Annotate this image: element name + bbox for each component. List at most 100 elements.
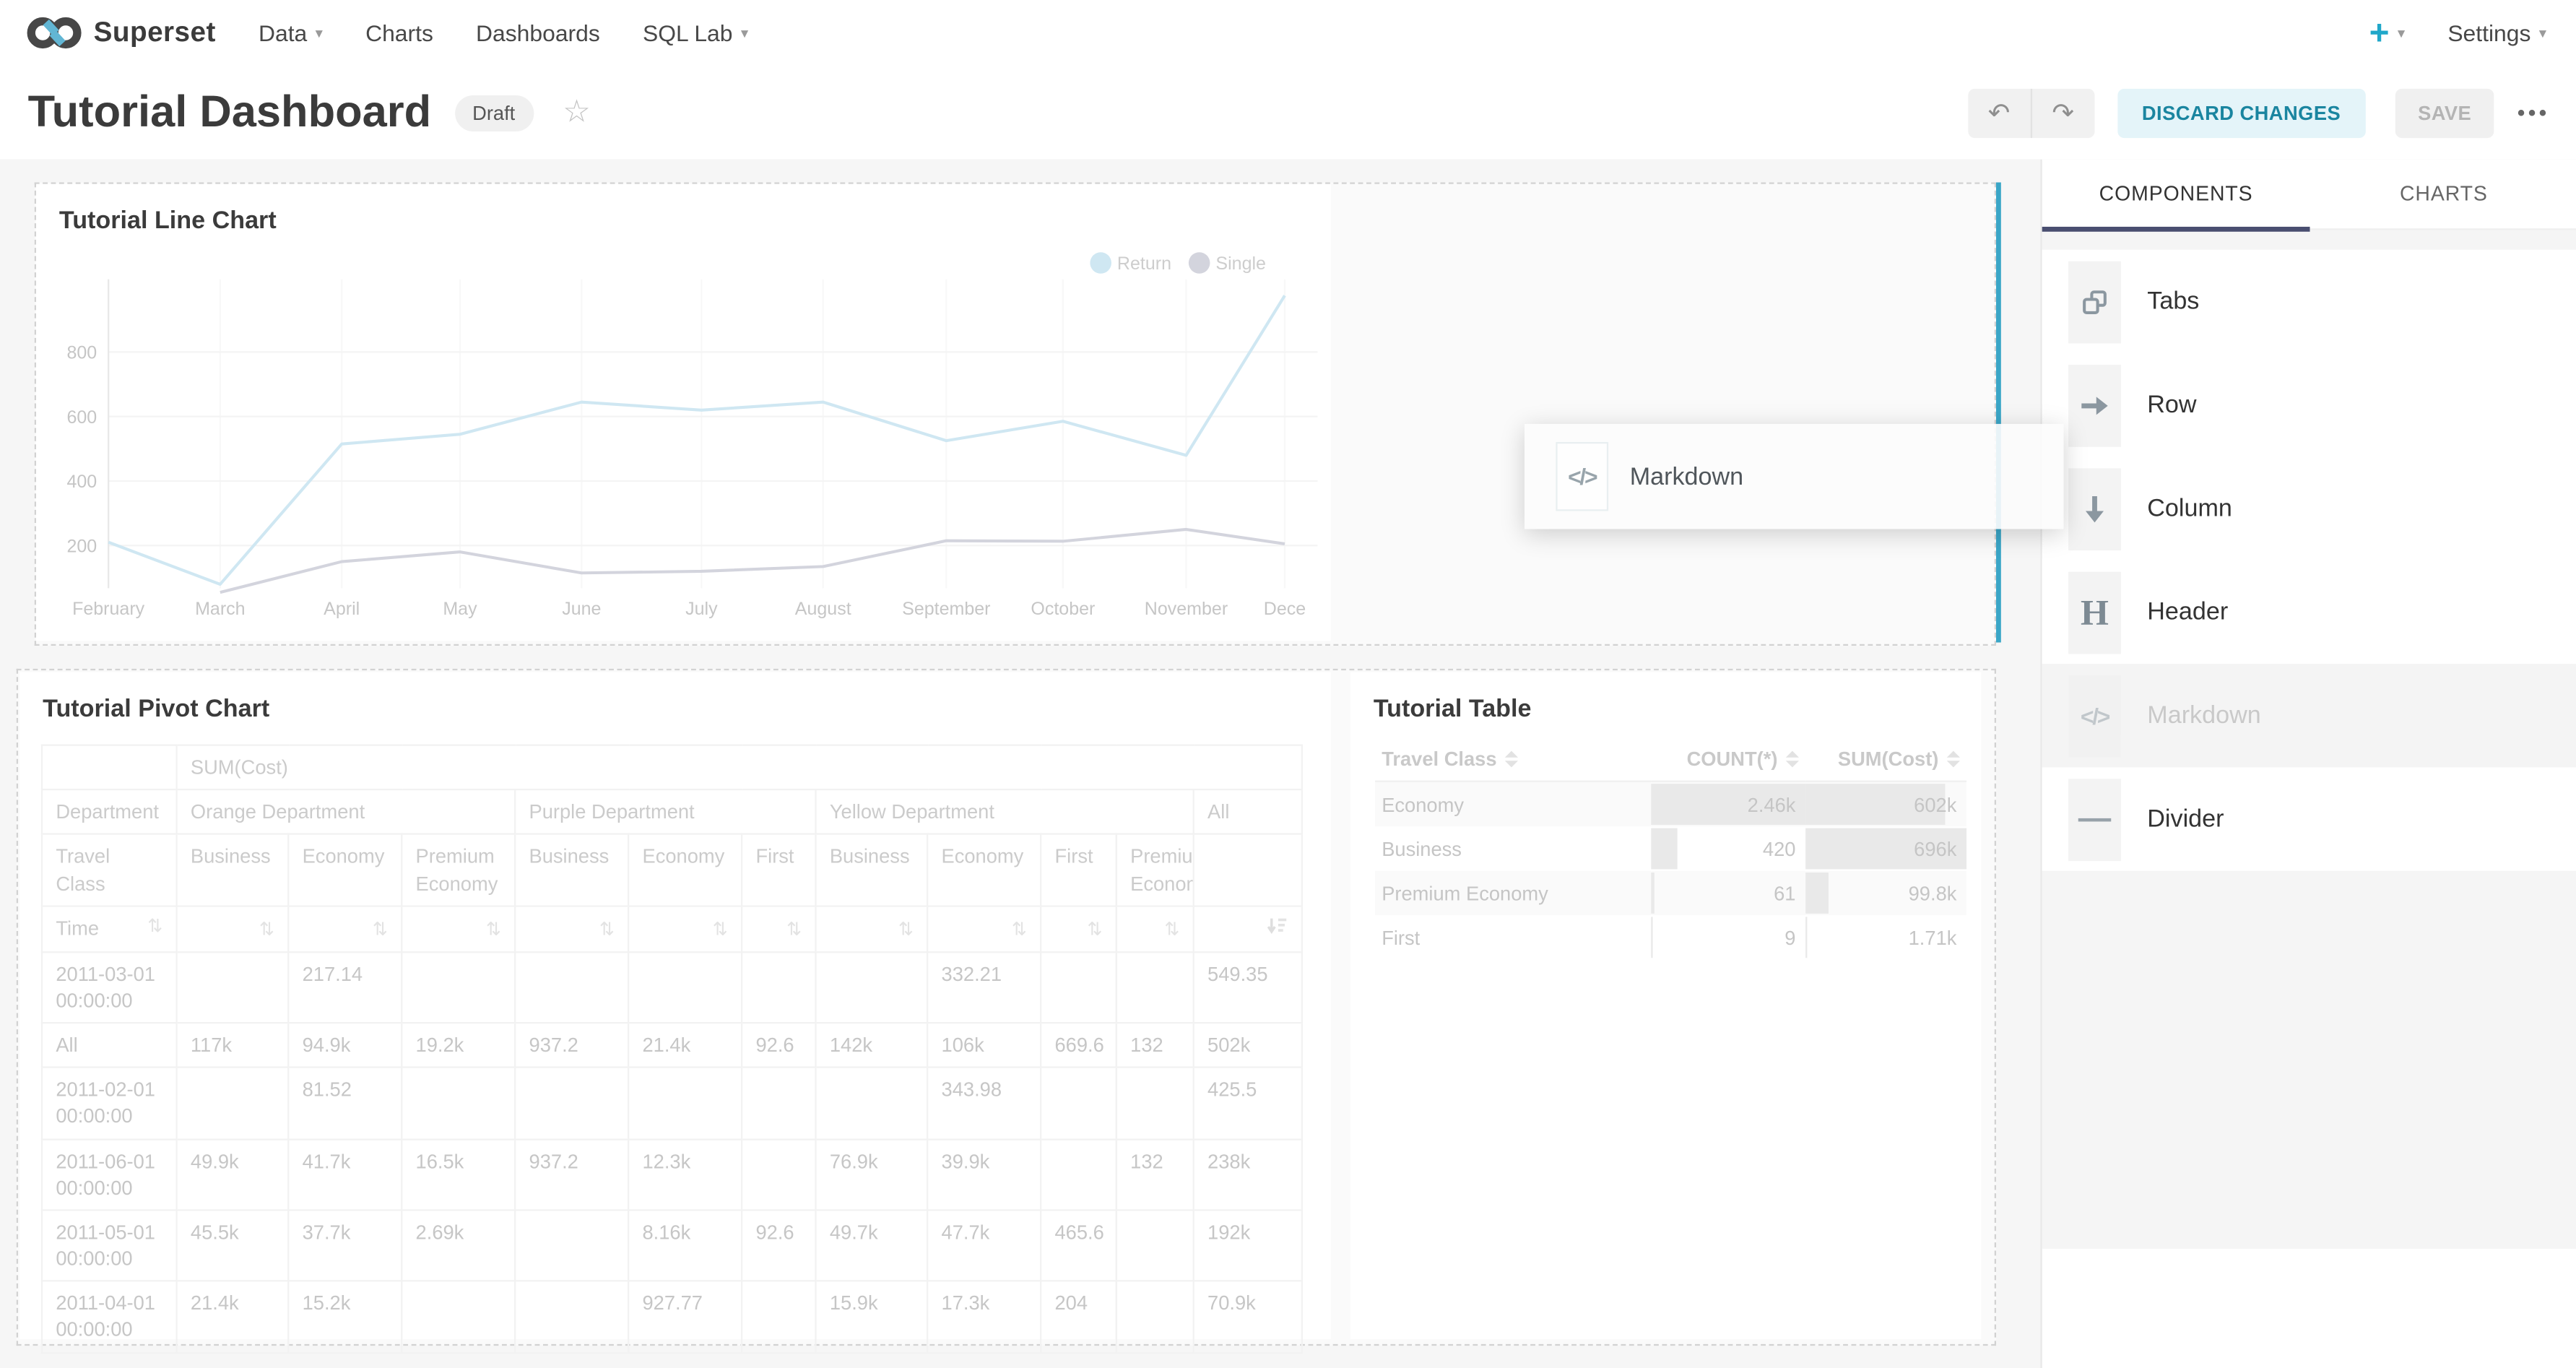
redo-button[interactable]: ↷ — [2031, 88, 2094, 137]
pivot-value-cell: 21.4k — [628, 1021, 743, 1069]
active-tab-underline — [2042, 226, 2310, 232]
svg-text:September: September — [902, 599, 990, 619]
pivot-corner-cell — [40, 744, 178, 791]
sort-icon[interactable]: ⇅ — [287, 904, 403, 953]
pivot-value-cell — [740, 1138, 817, 1211]
count-cell: 420 — [1651, 826, 1805, 870]
svg-text:Return: Return — [1117, 254, 1171, 274]
pivot-value-cell — [1115, 951, 1194, 1024]
pivot-value-cell: 669.6 — [1040, 1021, 1117, 1069]
pivot-value-cell: 49.7k — [815, 1209, 929, 1283]
sidebar-item-column[interactable]: Column — [2042, 456, 2576, 560]
pivot-group-header[interactable]: Yellow Department — [815, 789, 1194, 836]
pivot-table: SUM(Cost) Department Orange Department Purp… — [40, 744, 1304, 1354]
favorite-star-icon[interactable]: ☆ — [563, 95, 591, 130]
pivot-value-cell: 937.2 — [514, 1138, 630, 1211]
pivot-class-header[interactable]: Business — [175, 834, 290, 907]
pivot-class-header[interactable]: Premium Economy — [1115, 834, 1194, 907]
new-item-button[interactable]: + ▾ — [2369, 16, 2406, 51]
pivot-chart-card[interactable]: Tutorial Pivot Chart SUM(Cost) Department… — [19, 672, 1331, 1354]
pivot-value-cell: 21.4k — [175, 1280, 290, 1354]
discard-changes-button[interactable]: DISCARD CHANGES — [2117, 87, 2366, 137]
line-chart-card[interactable]: Tutorial Line Chart 200 400 600 800 February… — [36, 183, 1331, 641]
sort-icon[interactable]: ⇅ — [927, 904, 1042, 953]
pivot-class-header[interactable]: Economy — [287, 834, 403, 907]
svg-text:800: 800 — [66, 342, 97, 363]
pivot-value-cell: 17.3k — [927, 1280, 1042, 1354]
sidebar-item-header[interactable]: H Header — [2042, 560, 2576, 664]
pivot-group-header[interactable]: All — [1192, 789, 1304, 836]
pivot-group-header[interactable]: Purple Department — [514, 789, 817, 836]
nav-item-sql-lab[interactable]: SQL Lab ▾ — [643, 20, 748, 46]
sort-icon[interactable]: ⇅ — [175, 904, 290, 953]
sidebar-item-row[interactable]: Row — [2042, 353, 2576, 456]
settings-menu[interactable]: Settings ▾ — [2447, 20, 2546, 46]
chevron-down-icon: ▾ — [2538, 23, 2547, 40]
pivot-value-cell — [740, 1280, 817, 1354]
table-row: 2011-04-01 00:00:00 21.4k 15.2k 927.77 15.9k… — [40, 1280, 1304, 1354]
table-chart-card[interactable]: Tutorial Table Travel Class COUNT(*) SUM(C… — [1350, 672, 1982, 1340]
pivot-class-header[interactable]: Premium Economy — [401, 834, 516, 907]
tab-charts[interactable]: CHARTS — [2399, 182, 2488, 206]
pivot-value-cell: 502k — [1192, 1021, 1304, 1069]
sidebar-item-tabs[interactable]: Tabs — [2042, 250, 2576, 353]
pivot-class-header[interactable]: Economy — [628, 834, 743, 907]
sort-icon[interactable]: ⇅ — [1115, 904, 1194, 953]
nav-item-charts[interactable]: Charts — [365, 20, 433, 46]
dashboard-row-1[interactable]: Tutorial Line Chart 200 400 600 800 February… — [34, 182, 1997, 646]
pivot-group-header[interactable]: Orange Department — [175, 789, 516, 836]
sort-icon[interactable]: ⇅ — [401, 904, 516, 953]
svg-text:Dece: Dece — [1264, 599, 1306, 619]
sort-icon[interactable]: ⇅ — [740, 904, 817, 953]
redo-icon: ↷ — [2052, 99, 2074, 128]
pivot-class-header[interactable]: Economy — [927, 834, 1042, 907]
nav-item-dashboards[interactable]: Dashboards — [476, 20, 600, 46]
more-options-icon[interactable]: ••• — [2517, 100, 2550, 125]
svg-text:400: 400 — [66, 472, 97, 492]
sidebar-item-markdown[interactable]: </> Markdown — [2042, 664, 2576, 768]
sort-icon[interactable]: ⇅ — [815, 904, 929, 953]
pivot-class-header[interactable]: Business — [514, 834, 630, 907]
pivot-value-cell — [628, 1066, 743, 1140]
pivot-class-header[interactable] — [1192, 834, 1304, 907]
save-button[interactable]: SAVE — [2395, 87, 2495, 137]
pivot-time-cell: 2011-06-01 00:00:00 — [40, 1138, 178, 1211]
tabs-icon — [2068, 260, 2121, 343]
sort-desc-icon[interactable] — [1192, 904, 1304, 953]
sort-icon[interactable]: ⇅ — [1040, 904, 1117, 953]
pivot-department-row: Department Orange Department Purple Depart… — [40, 789, 1304, 836]
pivot-subdim-label: Travel Class — [40, 834, 178, 907]
pivot-value-cell — [628, 951, 743, 1024]
sidebar-item-divider[interactable]: Divider — [2042, 767, 2576, 870]
markdown-drag-ghost[interactable]: </> Markdown — [1525, 423, 2064, 529]
column-header-travel-class[interactable]: Travel Class — [1375, 737, 1652, 782]
pivot-value-cell — [1040, 1138, 1117, 1211]
pivot-class-header[interactable]: First — [740, 834, 817, 907]
tutorial-table-grid: Travel Class COUNT(*) SUM(Cost) Economy 2.46… — [1375, 737, 1967, 959]
sort-icon[interactable]: ⇅ — [628, 904, 743, 953]
pivot-class-header[interactable]: First — [1040, 834, 1117, 907]
undo-button[interactable]: ↶ — [1968, 87, 2032, 137]
tutorial-line-chart: 200 400 600 800 February March April May June Jul… — [66, 252, 1318, 619]
pivot-value-cell: 204 — [1040, 1280, 1117, 1354]
dashboard-row-2[interactable]: Tutorial Pivot Chart SUM(Cost) Department… — [16, 668, 1997, 1354]
pivot-class-header[interactable]: Business — [815, 834, 929, 907]
pivot-value-cell: 332.21 — [927, 951, 1042, 1024]
table-row: Business 420 696k — [1375, 826, 1967, 870]
column-header-sum[interactable]: SUM(Cost) — [1805, 737, 1967, 782]
pivot-metric-row: SUM(Cost) — [40, 744, 1304, 791]
nav-item-data[interactable]: Data ▾ — [259, 20, 323, 46]
pivot-value-cell — [1115, 1066, 1194, 1140]
pivot-value-cell: 927.77 — [628, 1280, 743, 1354]
tab-components[interactable]: COMPONENTS — [2099, 182, 2253, 206]
column-header-count[interactable]: COUNT(*) — [1651, 737, 1806, 782]
page-title[interactable]: Tutorial Dashboard — [27, 87, 432, 137]
pivot-value-cell: 192k — [1192, 1209, 1304, 1283]
superset-logo[interactable]: Superset — [26, 13, 215, 53]
pivot-time-header[interactable]: Time ⇅ — [40, 904, 178, 953]
pivot-dim-label: Department — [40, 789, 178, 836]
pivot-value-cell — [401, 1280, 516, 1354]
sort-icon[interactable]: ⇅ — [514, 904, 630, 953]
pivot-time-cell: 2011-02-01 00:00:00 — [40, 1066, 178, 1140]
pivot-value-cell: 76.9k — [815, 1138, 929, 1211]
